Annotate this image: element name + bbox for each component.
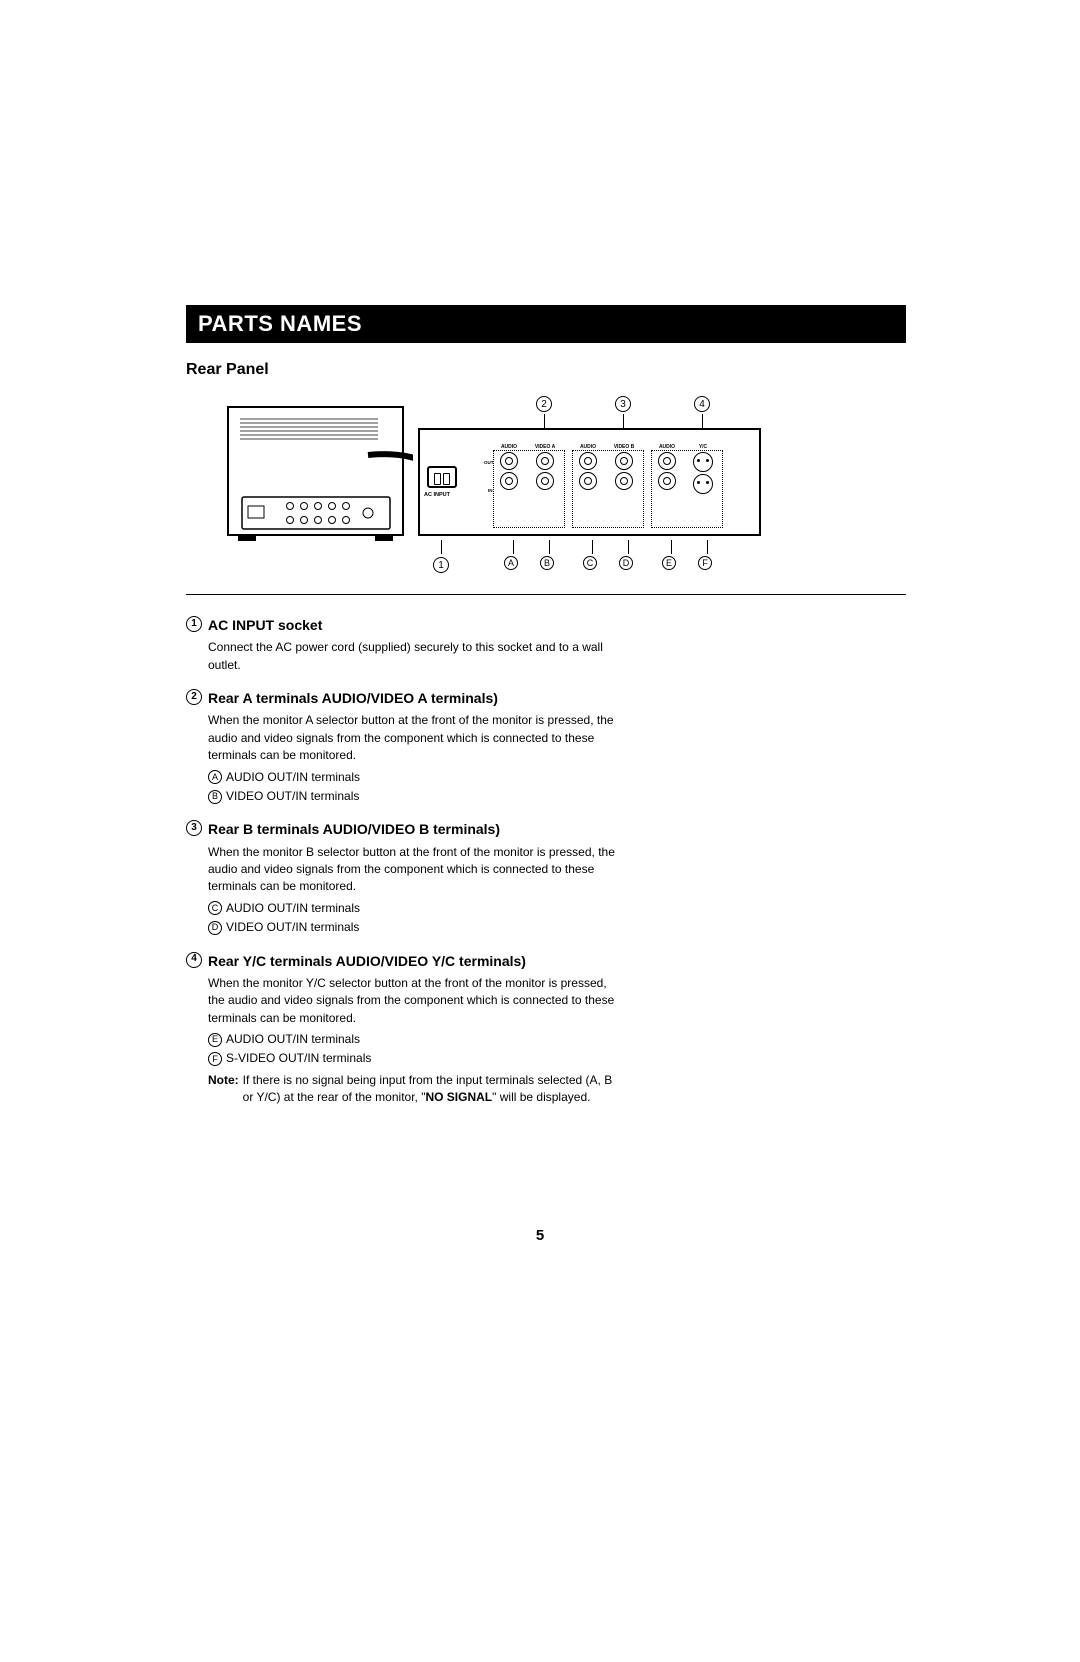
svideo-jack-icon	[693, 452, 713, 472]
item-heading: Rear A terminals AUDIO/VIDEO A terminals…	[208, 688, 498, 708]
item-desc: When the monitor B selector button at th…	[208, 844, 616, 896]
callout-bot-a: A	[504, 540, 522, 570]
item-desc: Connect the AC power cord (supplied) sec…	[208, 639, 616, 674]
callout-letter-icon: B	[540, 556, 554, 570]
terminal-col-audio-yc: AUDIO	[654, 444, 680, 492]
item-sublist: C AUDIO OUT/IN terminals D VIDEO OUT/IN te…	[208, 900, 616, 937]
rca-jack-icon	[615, 452, 633, 470]
item-sublist: E AUDIO OUT/IN terminals F S-VIDEO OUT/IN …	[208, 1031, 616, 1068]
item-num-icon: 3	[186, 820, 202, 836]
sub-letter-icon: A	[208, 770, 222, 784]
item-1: 1 AC INPUT socket Connect the AC power c…	[186, 615, 616, 674]
item-sublist: A AUDIO OUT/IN terminals B VIDEO OUT/IN te…	[208, 769, 616, 806]
manual-page: PARTS NAMES Rear Panel	[186, 305, 906, 1121]
item-3: 3 Rear B terminals AUDIO/VIDEO B termina…	[186, 819, 616, 936]
item-num-icon: 4	[186, 952, 202, 968]
item-desc: When the monitor A selector button at th…	[208, 712, 616, 764]
rear-panel-diagram: 2 3 4 AC INPUT OUT IN AUDIO	[186, 393, 906, 588]
out-label: OUT	[484, 460, 494, 465]
svideo-jack-icon	[693, 474, 713, 494]
terminal-col-video-b: VIDEO B	[611, 444, 637, 492]
item-desc: When the monitor Y/C selector button at …	[208, 975, 616, 1027]
callout-letter-icon: F	[698, 556, 712, 570]
callout-bot-f: F	[698, 540, 716, 570]
note-text: If there is no signal being input from t…	[243, 1072, 616, 1107]
in-label: IN	[488, 488, 493, 493]
callout-num-icon: 3	[615, 396, 631, 412]
callout-letter-icon: D	[619, 556, 633, 570]
section-title: PARTS NAMES	[198, 311, 362, 336]
callout-letter-icon: C	[583, 556, 597, 570]
subsection-title: Rear Panel	[186, 361, 906, 379]
callout-top-2: 2	[536, 395, 552, 428]
rear-panel-box: AC INPUT OUT IN AUDIO VIDEO A AUDIO	[418, 428, 761, 536]
callout-num-icon: 2	[536, 396, 552, 412]
item-heading: Rear B terminals AUDIO/VIDEO B terminals…	[208, 819, 500, 839]
callout-bot-e: E	[662, 540, 680, 570]
rca-jack-icon	[579, 472, 597, 490]
sub-text: AUDIO OUT/IN terminals	[226, 1031, 360, 1048]
sub-letter-icon: F	[208, 1052, 222, 1066]
item-2: 2 Rear A terminals AUDIO/VIDEO A termina…	[186, 688, 616, 805]
rca-jack-icon	[579, 452, 597, 470]
callout-bot-b: B	[540, 540, 558, 570]
callout-letter-icon: A	[504, 556, 518, 570]
ac-input-label: AC INPUT	[424, 492, 450, 498]
rca-jack-icon	[658, 452, 676, 470]
sub-letter-icon: C	[208, 901, 222, 915]
sub-text: VIDEO OUT/IN terminals	[226, 919, 359, 936]
descriptions: 1 AC INPUT socket Connect the AC power c…	[186, 615, 616, 1107]
callout-bot-c: C	[583, 540, 601, 570]
sub-letter-icon: E	[208, 1033, 222, 1047]
rca-jack-icon	[615, 472, 633, 490]
rca-jack-icon	[658, 472, 676, 490]
callout-bot-d: D	[619, 540, 637, 570]
sub-text: S-VIDEO OUT/IN terminals	[226, 1050, 371, 1067]
sub-text: VIDEO OUT/IN terminals	[226, 788, 359, 805]
sub-letter-icon: B	[208, 790, 222, 804]
item-heading: AC INPUT socket	[208, 615, 322, 635]
sub-text: AUDIO OUT/IN terminals	[226, 769, 360, 786]
item-num-icon: 1	[186, 616, 202, 632]
callout-num-icon: 1	[433, 557, 449, 573]
callout-bot-1: 1	[433, 540, 449, 573]
page-number: 5	[0, 1227, 1080, 1244]
ac-input-socket-icon	[427, 466, 457, 488]
sub-text: AUDIO OUT/IN terminals	[226, 900, 360, 917]
callout-letter-icon: E	[662, 556, 676, 570]
terminal-col-audio-b: AUDIO	[575, 444, 601, 492]
item-num-icon: 2	[186, 689, 202, 705]
callout-top-4: 4	[694, 395, 710, 428]
terminal-col-audio-a: AUDIO	[496, 444, 522, 492]
item-heading: Rear Y/C terminals AUDIO/VIDEO Y/C termi…	[208, 951, 526, 971]
monitor-front-illustration	[218, 405, 413, 550]
section-title-bar: PARTS NAMES	[186, 305, 906, 343]
sub-letter-icon: D	[208, 921, 222, 935]
rca-jack-icon	[536, 472, 554, 490]
terminal-col-yc: Y/C	[690, 444, 716, 496]
section-divider	[186, 594, 906, 595]
rca-jack-icon	[500, 452, 518, 470]
callout-top-3: 3	[615, 395, 631, 428]
rca-jack-icon	[536, 452, 554, 470]
callout-num-icon: 4	[694, 396, 710, 412]
item-4: 4 Rear Y/C terminals AUDIO/VIDEO Y/C ter…	[186, 951, 616, 1107]
note-label: Note:	[208, 1072, 239, 1107]
terminal-col-video-a: VIDEO A	[532, 444, 558, 492]
rca-jack-icon	[500, 472, 518, 490]
item-note: Note: If there is no signal being input …	[208, 1072, 616, 1107]
